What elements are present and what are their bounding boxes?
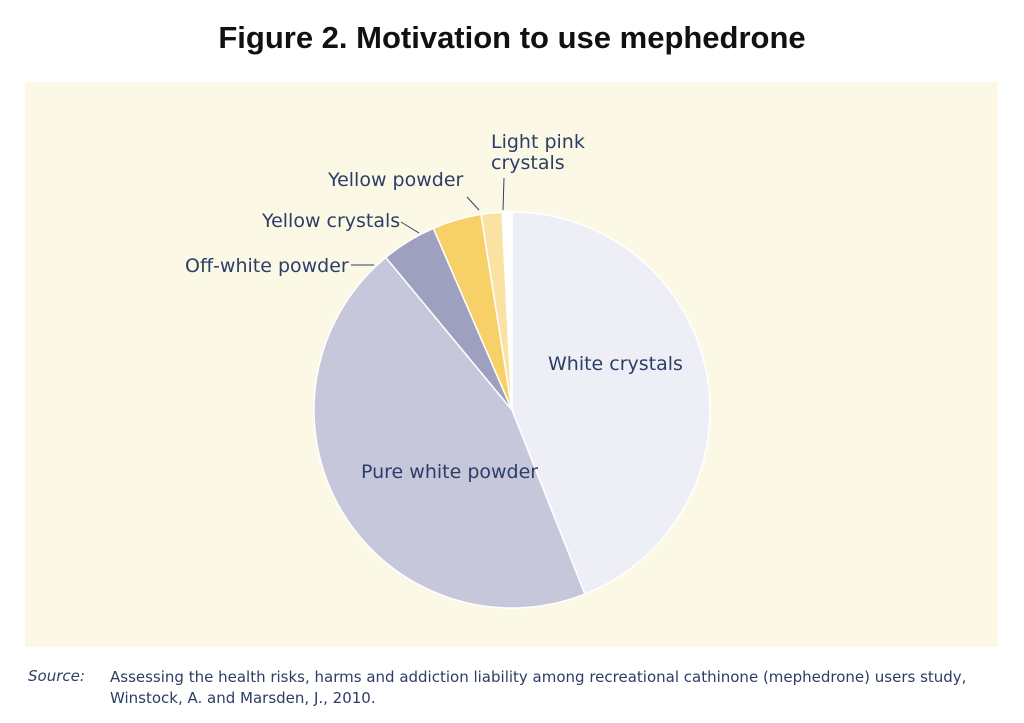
pie-labels: White crystals Pure white powder Off-whi… (185, 131, 683, 483)
source-label: Source: (28, 667, 85, 685)
pie-slice-white-crystals (511, 211, 711, 596)
leader-yellow-powder (466, 196, 480, 211)
chart-panel: White crystals Pure white powder Off-whi… (25, 82, 998, 647)
leader-lines (351, 177, 505, 266)
label-off-white-powder: Off-white powder (185, 255, 349, 277)
label-yellow-powder: Yellow powder (327, 169, 464, 191)
leader-light-pink-crystals (502, 177, 505, 211)
label-pure-white-powder: Pure white powder (361, 461, 538, 483)
label-light-pink-crystals-line2: crystals (491, 152, 565, 174)
label-yellow-crystals: Yellow crystals (261, 210, 400, 232)
label-white-crystals: White crystals (548, 353, 683, 375)
pie-slices (313, 211, 711, 609)
pie-slice-pure-white-powder (313, 256, 586, 609)
chart-title: Figure 2. Motivation to use mephedrone (218, 20, 806, 55)
label-light-pink-crystals-line1: Light pink (491, 131, 585, 153)
source-citation: Assessing the health risks, harms and ad… (110, 668, 967, 707)
pie-slice-light-pink-crystals (501, 211, 513, 411)
pie-chart: White crystals Pure white powder Off-whi… (185, 131, 711, 609)
leader-yellow-crystals (400, 221, 420, 234)
